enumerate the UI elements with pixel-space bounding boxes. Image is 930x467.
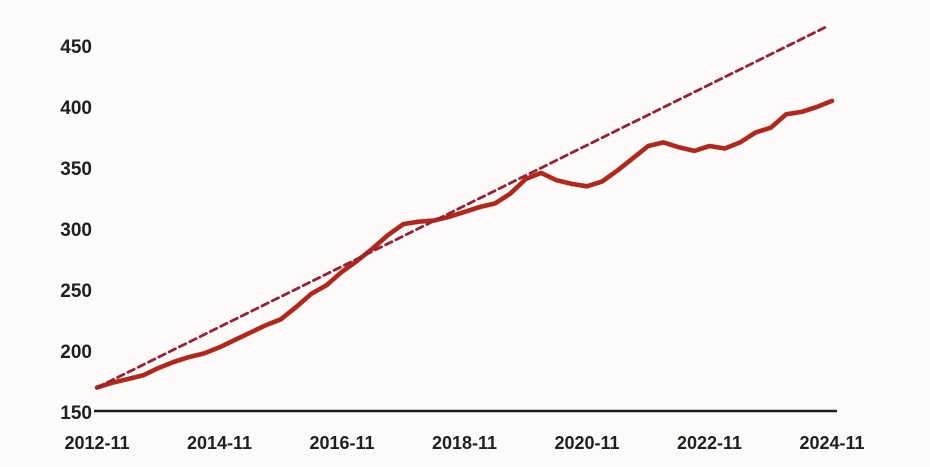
y-tick-label: 350 — [60, 159, 92, 180]
trend-dashed-line — [95, 25, 829, 390]
y-tick-label: 400 — [60, 98, 92, 119]
x-tick-label: 2018-11 — [432, 433, 497, 453]
x-tick-label: 2012-11 — [64, 433, 129, 453]
x-tick-label: 2022-11 — [677, 433, 742, 453]
y-tick-label: 250 — [60, 281, 92, 302]
x-tick-label: 2016-11 — [309, 433, 374, 453]
y-tick-label: 150 — [60, 403, 92, 424]
y-tick-label: 200 — [60, 342, 92, 363]
x-tick-label: 2020-11 — [554, 433, 619, 453]
y-tick-label: 450 — [60, 37, 92, 58]
series-solid-line — [94, 98, 835, 390]
x-tick-label: 2014-11 — [187, 433, 252, 453]
x-tick-label: 2024-11 — [799, 433, 864, 453]
y-tick-label: 300 — [60, 220, 92, 241]
